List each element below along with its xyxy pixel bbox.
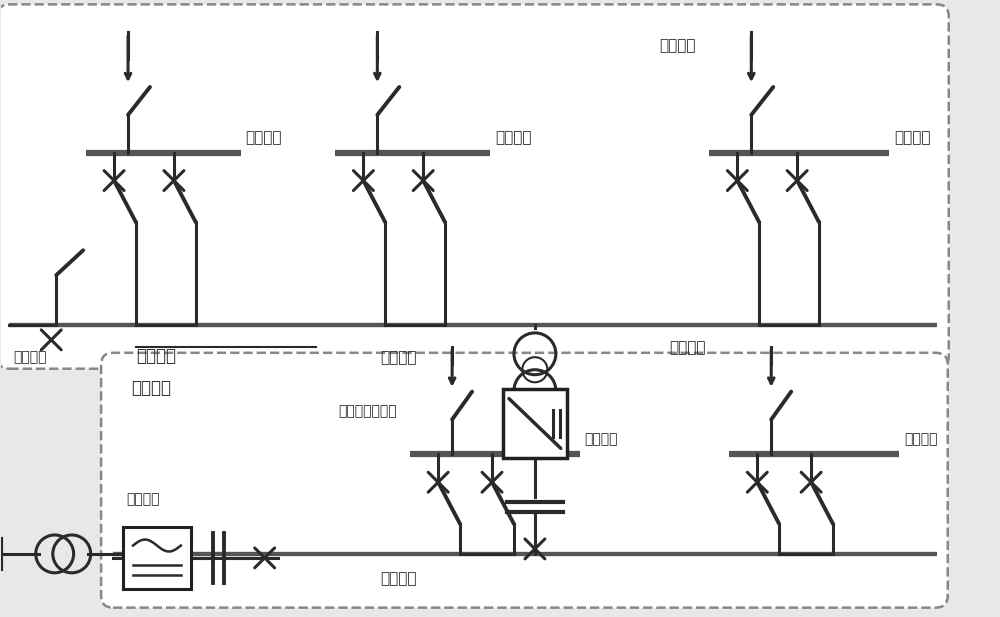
Text: 直流母线: 直流母线: [126, 492, 160, 506]
Text: 用电单元: 用电单元: [660, 38, 696, 53]
Text: 交流母线: 交流母线: [894, 130, 930, 145]
Text: 直流母线: 直流母线: [585, 433, 618, 446]
Text: 交流支路: 交流支路: [380, 350, 417, 365]
Text: 交流母线: 交流母线: [495, 130, 532, 145]
Text: 交直流联络开关: 交直流联络开关: [338, 405, 397, 418]
Bar: [503, 389, 567, 458]
Text: 直流母线: 直流母线: [904, 433, 937, 446]
Text: 交流子网: 交流子网: [136, 347, 176, 365]
FancyBboxPatch shape: [101, 353, 948, 608]
FancyBboxPatch shape: [0, 4, 949, 369]
Text: 直流支路: 直流支路: [380, 571, 417, 586]
Text: 交流母线: 交流母线: [13, 350, 47, 364]
Text: 用电单元: 用电单元: [670, 340, 706, 355]
Text: 交流母线: 交流母线: [246, 130, 282, 145]
Text: 直流子网: 直流子网: [131, 379, 171, 397]
Bar: [123, 527, 191, 589]
